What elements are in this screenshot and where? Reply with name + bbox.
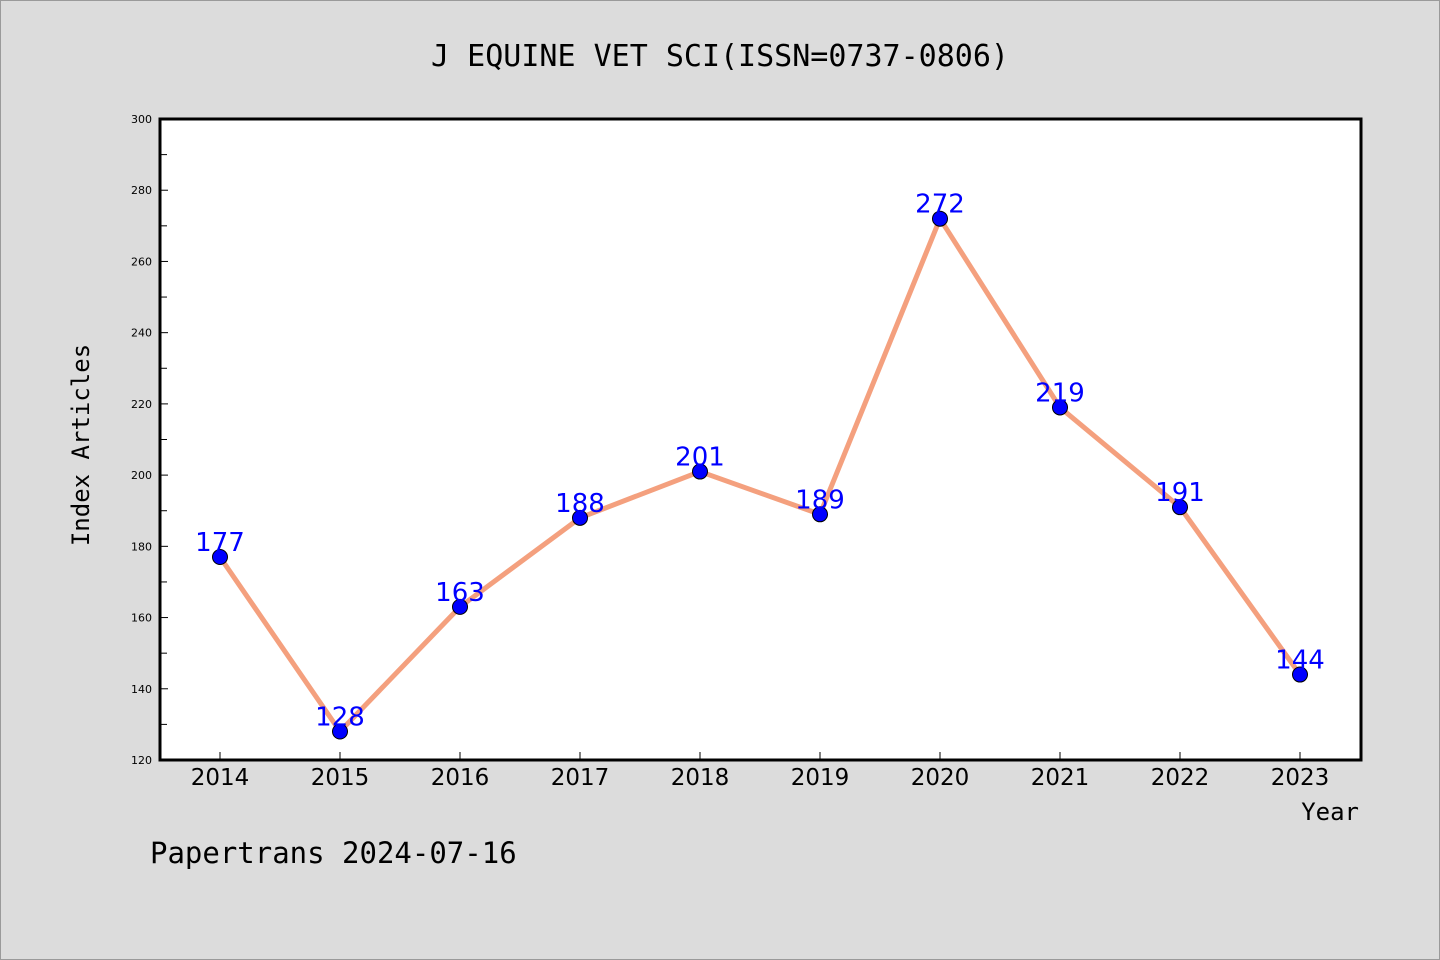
y-tick-label: 160 [131, 612, 152, 625]
plot-border [158, 117, 1363, 762]
x-tick-label: 2015 [311, 765, 370, 791]
x-tick-label: 2020 [911, 765, 970, 791]
marker-group [212, 210, 1308, 740]
series-line-group [217, 216, 1303, 735]
data-point-2015 [332, 723, 348, 740]
y-tick-label: 140 [131, 683, 152, 696]
y-axis: 120 140 160 180 200 220 240 260 280 300 [131, 113, 168, 767]
y-tick-label: 300 [131, 113, 152, 126]
x-tick-label: 2022 [1151, 765, 1210, 791]
data-point-2018 [692, 463, 708, 480]
data-label-2023: 144 [1275, 646, 1325, 676]
y-axis-label: Index Articles [67, 344, 95, 546]
x-tick-label: 2023 [1271, 765, 1330, 791]
y-tick-label: 220 [131, 398, 152, 411]
y-tick-label: 180 [131, 540, 152, 553]
y-tick-label: 240 [131, 327, 152, 340]
x-tick-label: 2016 [431, 765, 490, 791]
x-tick-label: 2018 [671, 765, 730, 791]
data-label-2021: 219 [1035, 378, 1085, 408]
data-point-2016 [452, 598, 468, 615]
y-tick-label: 260 [131, 255, 152, 268]
y-tick-label: 120 [131, 754, 152, 767]
x-tick-label: 2019 [791, 765, 850, 791]
data-label-2015: 128 [315, 703, 365, 733]
data-label-2017: 188 [555, 489, 605, 519]
x-axis-label: Year [1301, 798, 1359, 826]
data-label-2018: 201 [675, 443, 725, 473]
x-axis: 2014 2015 2016 2017 2018 2019 2020 2021 2022 2023 [191, 752, 1330, 791]
y-tick-label: 280 [131, 184, 152, 197]
data-point-2022 [1172, 499, 1188, 516]
footer-text: Papertrans 2024-07-16 [150, 836, 517, 870]
data-label-2019: 189 [795, 485, 845, 515]
data-point-2021 [1052, 399, 1068, 416]
x-tick-label: 2021 [1031, 765, 1090, 791]
data-point-2023 [1292, 666, 1308, 683]
data-point-2017 [572, 509, 588, 526]
plot-area [160, 119, 1361, 760]
data-point-2020 [932, 210, 948, 227]
y-tick-label: 200 [131, 469, 152, 482]
data-point-2019 [812, 506, 828, 523]
data-label-2020: 272 [915, 190, 965, 220]
series-line [217, 216, 1303, 735]
data-label-2014: 177 [195, 528, 245, 558]
data-label-2016: 163 [435, 578, 485, 608]
data-point-2014 [212, 549, 228, 566]
data-label-2022: 191 [1155, 478, 1205, 508]
data-label-group: 177 128 163 188 201 189 272 219 191 144 [195, 190, 1325, 733]
x-tick-label: 2014 [191, 765, 250, 791]
x-tick-label: 2017 [551, 765, 610, 791]
chart-title: J EQUINE VET SCI(ISSN=0737-0806) [431, 39, 1009, 74]
